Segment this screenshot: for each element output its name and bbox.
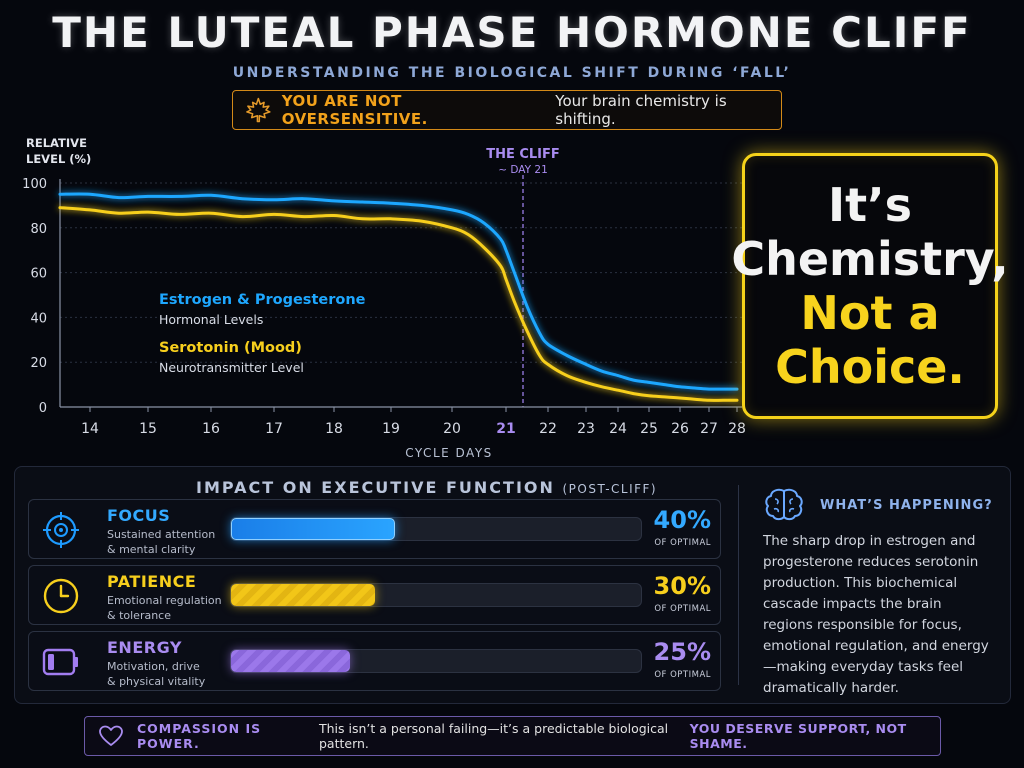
metric-desc: Motivation, drive & physical vitality [107,659,205,689]
y-tick-label: 40 [30,311,47,326]
page-title: THE LUTEAL PHASE HORMONE CLIFF [52,8,972,57]
callout-line-1: It’s [828,178,912,232]
impact-title-text: IMPACT ON EXECUTIVE FUNCTION [196,478,555,497]
legend-label: Serotonin (Mood) [159,340,302,356]
callout-line-2: Chemistry, [731,232,1009,286]
clock-icon [43,578,79,614]
x-tick-label: 19 [382,421,400,437]
metric-desc-line-1: Motivation, drive [107,660,200,673]
brain-icon [765,488,803,521]
patience-progress-bar [230,583,642,607]
patience-progress-fill [231,584,375,606]
cliff-label: THE CLIFF [486,147,560,162]
x-tick-label: 21 [496,421,515,437]
banner-text: Your brain chemistry is shifting. [555,92,727,128]
maple-leaf-icon [246,97,271,123]
metric-desc-line-2: & tolerance [107,609,171,622]
metric-value: 25% [653,638,711,666]
y-axis-label: LEVEL (%) [26,152,91,166]
chemistry-callout: It’s Chemistry, Not a Choice. [731,153,1009,419]
metric-name: FOCUS [107,506,171,525]
metric-of-label: OF OPTIMAL [654,670,711,680]
x-tick-label: 24 [609,421,627,437]
impact-title: IMPACT ON EXECUTIVE FUNCTION (POST-CLIFF… [196,478,657,497]
y-tick-label: 100 [22,177,47,192]
metric-desc-line-1: Sustained attention [107,528,216,541]
metric-of-label: OF OPTIMAL [654,538,711,548]
message-banner: YOU ARE NOT OVERSENSITIVE. Your brain ch… [232,90,782,130]
chart-svg: 0 20 40 60 80 100 14 15 16 17 18 19 20 21 22 23 24 25 26 27… [22,136,746,460]
cliff-sublabel: ~ DAY 21 [498,164,548,176]
footer-text: This isn’t a personal failing—it’s a pre… [318,721,669,751]
x-tick-label: 20 [443,421,461,437]
metric-value: 30% [653,572,711,600]
energy-progress-fill [231,650,350,672]
low-battery-icon [42,648,78,676]
y-axis-label: RELATIVE [26,136,87,150]
metric-name: ENERGY [107,638,182,657]
callout-line-4: Choice. [775,340,965,394]
x-axis-label: CYCLE DAYS [405,446,493,460]
metric-desc-line-2: & physical vitality [107,675,206,688]
legend-label: Estrogen & Progesterone [159,292,366,308]
metric-desc: Emotional regulation & tolerance [107,593,222,623]
footer-banner: COMPASSION IS POWER. This isn’t a person… [84,716,941,756]
y-tick-label: 0 [39,401,47,416]
metric-desc-line-2: & mental clarity [107,543,196,556]
panel-divider [738,485,739,685]
x-tick-label: 23 [577,421,595,437]
metric-value: 40% [653,506,711,534]
x-tick-label: 27 [700,421,718,437]
x-tick-label: 22 [539,421,557,437]
y-tick-label: 20 [30,356,47,371]
metric-focus: FOCUS Sustained attention & mental clari… [28,499,721,559]
focus-progress-fill [231,518,395,540]
metric-patience: PATIENCE Emotional regulation & toleranc… [28,565,721,625]
x-tick-label: 18 [325,421,343,437]
crosshair-icon [43,512,79,548]
hormone-chart: 0 20 40 60 80 100 14 15 16 17 18 19 20 21 22 23 24 25 26 27… [0,130,760,465]
x-tick-label: 25 [640,421,658,437]
x-tick-label: 15 [139,421,157,437]
series-line-estrogen-progesterone [58,192,739,391]
legend-sublabel: Neurotransmitter Level [159,360,304,375]
x-tick-label: 28 [728,421,746,437]
impact-title-suffix: (POST-CLIFF) [562,482,658,496]
energy-progress-bar [230,649,642,673]
x-tick-label: 26 [671,421,689,437]
heart-icon [99,725,123,746]
whats-happening-title: WHAT’S HAPPENING? [820,498,993,513]
metric-desc: Sustained attention & mental clarity [107,527,215,557]
footer-highlight: COMPASSION IS POWER. [137,721,262,751]
metric-desc-line-1: Emotional regulation [107,594,222,607]
legend-sublabel: Hormonal Levels [159,312,263,327]
page-subtitle: UNDERSTANDING THE BIOLOGICAL SHIFT DURIN… [232,65,792,81]
metric-of-label: OF OPTIMAL [654,604,711,614]
focus-progress-bar [230,517,642,541]
banner-highlight: YOU ARE NOT OVERSENSITIVE. [281,92,428,128]
callout-line-3: Not a [800,286,940,340]
y-tick-label: 80 [30,222,47,237]
metric-energy: ENERGY Motivation, drive & physical vita… [28,631,721,691]
series-line-serotonin [58,206,739,402]
x-tick-label: 16 [202,421,220,437]
x-tick-label: 14 [81,421,99,437]
footer-emphasis: YOU DESERVE SUPPORT, NOT SHAME. [689,721,907,751]
whats-happening-body: The sharp drop in estrogen and progester… [763,533,989,696]
metric-name: PATIENCE [107,572,197,591]
x-tick-label: 17 [265,421,283,437]
y-tick-label: 60 [30,267,47,282]
